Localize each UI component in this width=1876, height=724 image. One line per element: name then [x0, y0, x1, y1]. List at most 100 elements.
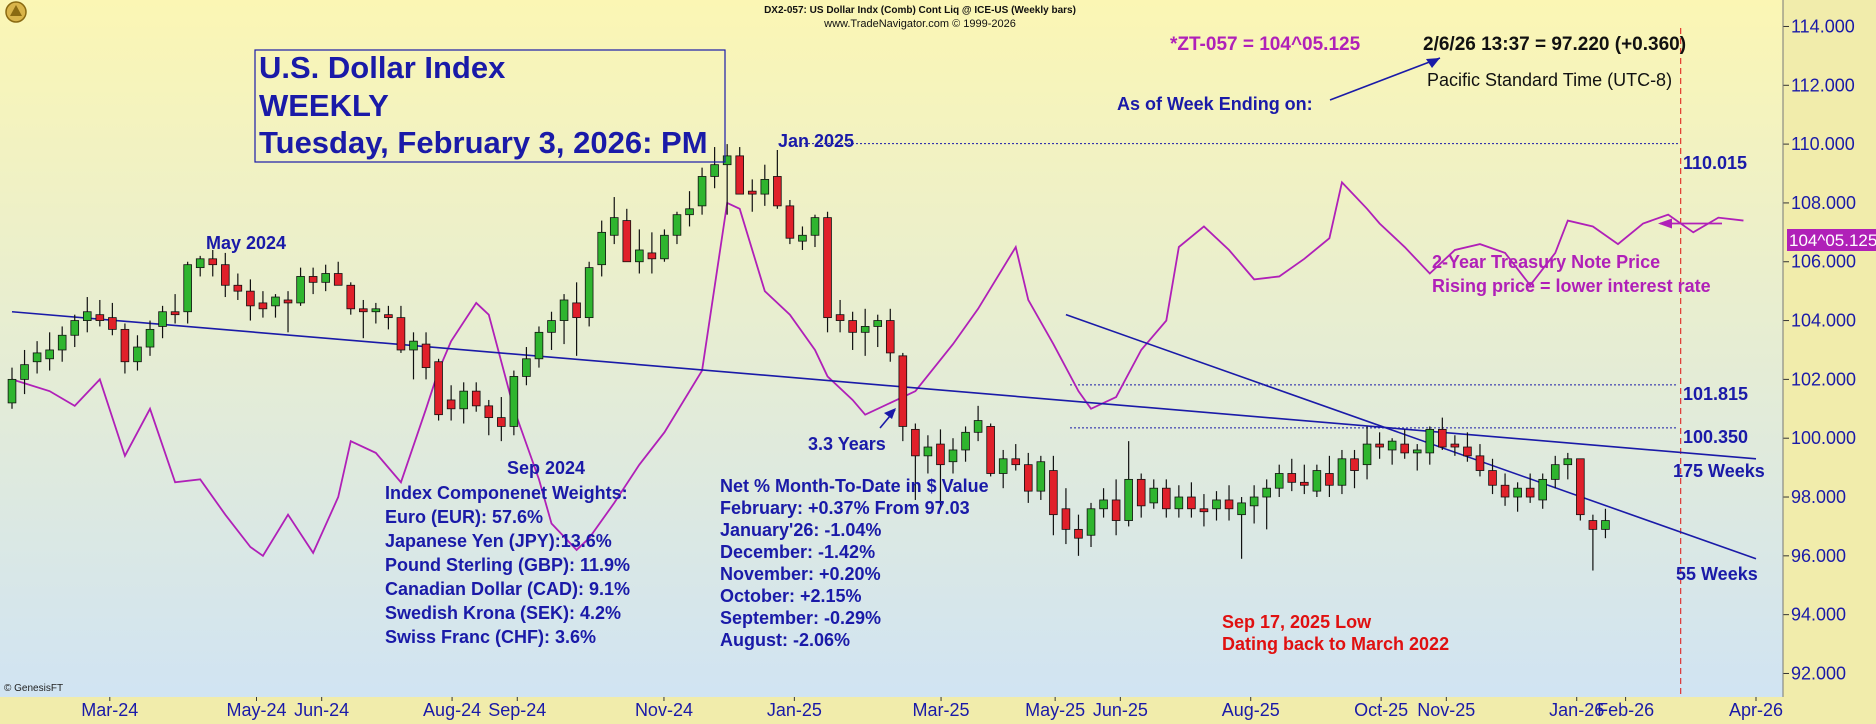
candle-up: [20, 364, 29, 380]
label-sep-2025-low: Sep 17, 2025 Low: [1222, 612, 1372, 632]
candle-up: [145, 328, 155, 348]
time-price: 2/6/26 13:37 = 97.220 (+0.360): [1423, 34, 1686, 55]
candle-up: [371, 308, 381, 313]
candle-down: [1074, 528, 1083, 539]
candle-down: [1350, 458, 1359, 471]
candle-up: [1036, 461, 1046, 492]
candle-up: [82, 311, 92, 321]
y-tick-label: 92.000: [1791, 663, 1846, 683]
candle-up: [1312, 470, 1322, 492]
timezone: Pacific Standard Time (UTC-8): [1427, 70, 1672, 90]
candle-down: [1300, 481, 1309, 486]
monthly-item: November: +0.20%: [720, 564, 881, 584]
candle-down: [1525, 487, 1535, 498]
x-tick-label: Jan-26: [1549, 700, 1604, 720]
candle-down: [647, 252, 657, 260]
candle-up: [45, 349, 54, 360]
candle-down: [1475, 455, 1485, 471]
candle-down: [421, 343, 431, 369]
candle-down: [384, 314, 393, 319]
candle-down: [835, 314, 845, 321]
monthly-item: January'26: -1.04%: [720, 520, 881, 540]
title-box: [254, 49, 726, 163]
candle-up: [1538, 478, 1547, 501]
as-of-label: As of Week Ending on:: [1117, 94, 1313, 114]
label-level-100: 100.350: [1683, 427, 1748, 447]
monthly-item: December: -1.42%: [720, 542, 875, 562]
candle-up: [873, 320, 883, 327]
candle-up: [860, 326, 870, 333]
candle-up: [722, 155, 732, 166]
weights-title: Index Componenet Weights:: [385, 483, 628, 503]
monthly-block: Net % Month-To-Date in $ Value February:…: [720, 476, 989, 650]
y-tick-label: 98.000: [1791, 487, 1846, 507]
monthly-item: October: +2.15%: [720, 586, 862, 606]
candle-down: [572, 302, 581, 319]
candle-up: [7, 378, 17, 404]
candle-down: [1500, 484, 1510, 498]
candle-down: [346, 284, 356, 310]
candle-up: [133, 346, 142, 363]
candle-down: [1224, 499, 1234, 510]
candle-up: [609, 217, 619, 236]
monthly-item: February: +0.37% From 97.03: [720, 498, 970, 518]
candle-up: [1601, 520, 1610, 530]
candle-up: [183, 264, 192, 313]
candle-down: [471, 390, 481, 407]
candle-up: [70, 320, 80, 336]
candle-up: [961, 431, 970, 451]
treasury-arrow: [1658, 218, 1722, 229]
title-line1: U.S. Dollar Index: [259, 50, 506, 85]
y-tick-label: 114.000: [1791, 16, 1855, 36]
label-sep-2024: Sep 2024: [507, 458, 585, 478]
candle-up: [1086, 508, 1096, 536]
candle-up: [1563, 458, 1573, 466]
candle-down: [735, 155, 745, 195]
zt-marker: 104^05.125: [1787, 229, 1876, 251]
candle-up: [1099, 499, 1108, 510]
y-axis-strip: [1783, 0, 1876, 724]
candle-up: [158, 311, 167, 327]
candle-up: [1237, 502, 1246, 516]
weight-item: Japanese Yen (JPY):13.6%: [385, 531, 612, 551]
y-tick-label: 104.000: [1791, 311, 1856, 331]
y-tick-label: 106.000: [1791, 252, 1856, 272]
weight-item: Euro (EUR): 57.6%: [385, 507, 543, 527]
treasury-line: [11, 180, 1744, 558]
candle-up: [1212, 499, 1221, 510]
header-line2: www.TradeNavigator.com © 1999-2026: [823, 18, 1016, 30]
candle-up: [1550, 464, 1560, 480]
x-tick-label: Apr-26: [1729, 700, 1783, 720]
candle-down: [1400, 443, 1409, 454]
candle-up: [1149, 487, 1159, 504]
candle-up: [1425, 428, 1435, 454]
candle-down: [308, 276, 318, 283]
y-tick-label: 112.000: [1791, 75, 1855, 95]
x-tick-label: May-25: [1025, 700, 1085, 720]
candle-down: [1463, 446, 1472, 457]
candle-down: [359, 308, 368, 313]
candle-up: [1249, 496, 1259, 507]
x-tick-label: Mar-25: [913, 700, 970, 720]
candle-up: [672, 214, 682, 236]
candle-up: [32, 352, 42, 363]
label-jan-2025: Jan 2025: [778, 131, 854, 151]
candle-down: [823, 217, 832, 319]
candle-down: [1061, 508, 1071, 530]
candle-down: [747, 190, 757, 195]
title-line2: WEEKLY: [259, 88, 389, 123]
candle-up: [760, 178, 770, 195]
label-level-101: 101.815: [1683, 384, 1748, 404]
candle-down: [1136, 478, 1146, 507]
candle-up: [1262, 487, 1271, 498]
candle-up: [195, 258, 205, 269]
x-tick-label: Nov-25: [1417, 700, 1475, 720]
y-tick-label: 110.000: [1791, 134, 1855, 154]
candle-down: [396, 317, 406, 351]
candle-down: [1111, 499, 1121, 521]
label-treasury-2: Rising price = lower interest rate: [1432, 276, 1711, 296]
trendline-long: [11, 310, 1757, 460]
candle-down: [1187, 496, 1196, 510]
x-tick-label: Jun-24: [294, 700, 349, 720]
candle-down: [1588, 520, 1598, 530]
